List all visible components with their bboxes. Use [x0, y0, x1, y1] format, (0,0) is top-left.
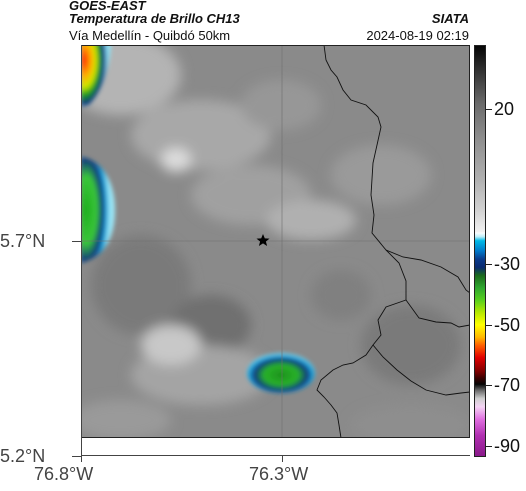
location-label: Vía Medellín - Quibdó 50km: [69, 28, 231, 43]
boundary-line: [372, 344, 470, 396]
satellite-map[interactable]: [81, 45, 470, 438]
colorbar-label: -50: [494, 315, 521, 335]
colorbar-label: -70: [494, 375, 521, 395]
colorbar-tick: [486, 264, 492, 265]
satellite-name: GOES-EAST: [69, 0, 146, 13]
timestamp-label: 2024-08-19 02:19: [366, 28, 469, 43]
colorbar-tick: [486, 446, 492, 447]
colorbar-label: -90: [494, 436, 521, 456]
x-axis-line: [81, 455, 470, 456]
colorbar-label: 20: [494, 99, 515, 119]
colorbar-tick: [486, 325, 492, 326]
lat-label: 5.7°N: [0, 231, 46, 251]
boundary-line: [316, 299, 470, 438]
lon-label: 76.3°W: [249, 464, 309, 484]
colorbar-tick: [486, 385, 492, 386]
lat-tick: [72, 456, 81, 457]
y-axis-line: [81, 45, 82, 456]
lat-label: 5.2°N: [0, 446, 46, 466]
convective-cells: [81, 45, 315, 393]
lon-tick: [282, 456, 283, 462]
boundary-line: [385, 249, 407, 300]
product-title: Temperatura de Brillo CH13: [69, 11, 240, 26]
temperature-colorbar: [474, 45, 486, 457]
map-canvas: [81, 45, 470, 438]
colorbar-label: -30: [494, 254, 521, 274]
star-icon[interactable]: [256, 234, 270, 246]
organization-label: SIATA: [431, 11, 469, 26]
colorbar-tick: [486, 109, 492, 110]
boundary-line: [323, 45, 470, 294]
lat-tick: [72, 241, 81, 242]
lon-tick: [81, 456, 82, 462]
lon-label: 76.8°W: [34, 464, 94, 484]
